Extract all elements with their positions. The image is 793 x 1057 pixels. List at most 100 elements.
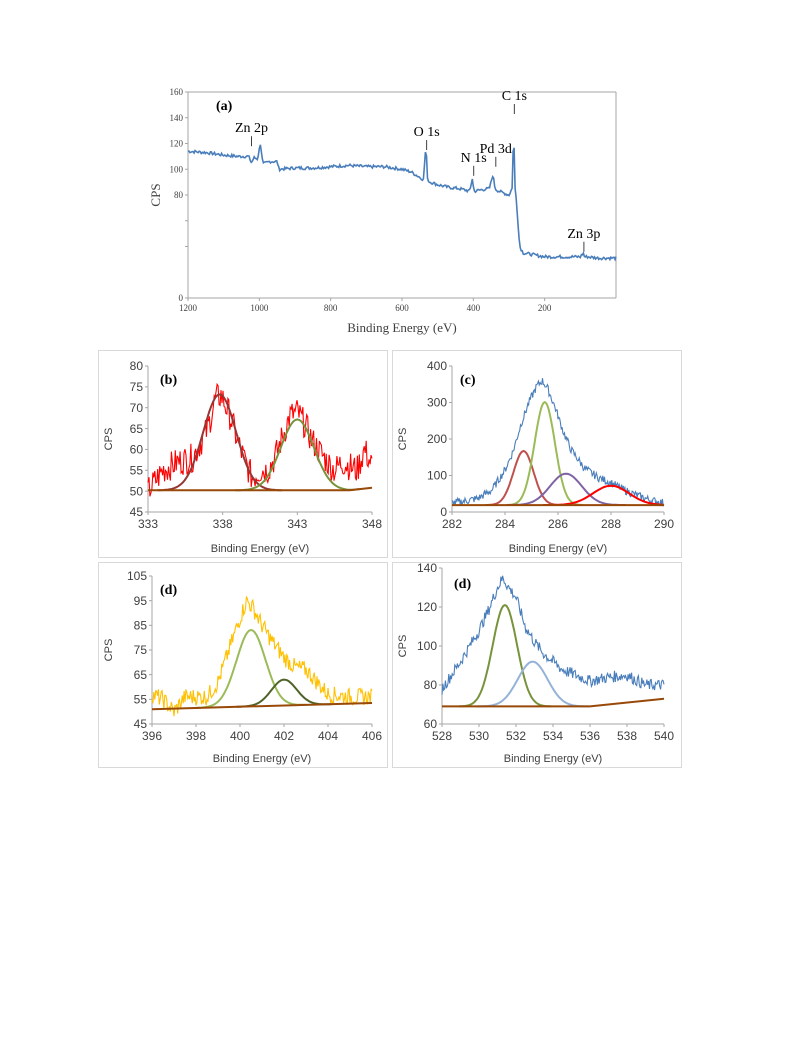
x-tick-label: 800 [324, 303, 338, 313]
fit-peak-1 [458, 603, 551, 708]
x-tick-label: 532 [506, 729, 526, 743]
fit-peak-2 [506, 400, 583, 506]
panel-label: (b) [160, 373, 177, 388]
panel-frame [98, 562, 388, 768]
x-tick-label: 333 [138, 517, 158, 531]
y-axis-title: CPS [397, 635, 409, 658]
x-tick-label: 528 [432, 729, 452, 743]
x-axis-title: Binding Energy (eV) [504, 753, 602, 765]
x-tick-label: 540 [654, 729, 674, 743]
y-tick-label: 160 [170, 87, 184, 97]
data-trace [451, 378, 665, 507]
fit-peak-1 [485, 449, 562, 506]
o1s-svg: 60 80 100 120 140 528 530 532 534 536 538 540 Bindin… [392, 561, 682, 768]
x-tick-label: 343 [287, 517, 307, 531]
x-axis-title: Binding Energy (eV) [213, 753, 311, 765]
x-tick-label: 1200 [179, 303, 198, 313]
x-axis-title: Binding Energy (eV) [211, 543, 309, 555]
y-axis-title: CPS [103, 639, 115, 662]
survey-scan-chart: 040608010012014016012001000800600400200B… [148, 87, 620, 338]
peak-annotation: N 1s [461, 151, 487, 166]
y-tick-label: 140 [170, 113, 184, 123]
x-tick-label: 284 [495, 517, 515, 531]
data-trace [151, 596, 373, 717]
background-line [442, 697, 665, 708]
x-tick-label: 400 [230, 729, 250, 743]
y-tick-label: 60 [424, 717, 438, 731]
panel-frame [392, 562, 682, 768]
background-line [148, 486, 373, 492]
x-tick-label: 536 [580, 729, 600, 743]
fit-peak-1 [196, 628, 306, 709]
y-tick-label: 120 [170, 139, 184, 149]
n1s-chart: 45 55 65 75 85 95 105 396 398 400 402 404 406 Binding… [98, 562, 388, 768]
x-tick-label: 286 [548, 517, 568, 531]
pd3d-chart: 45 50 55 60 65 70 75 80 333 338 343 348 Binding Ener… [98, 350, 388, 558]
peak-annotation: Pd 3d [480, 142, 512, 157]
x-tick-label: 406 [362, 729, 382, 743]
panel-label: (d) [160, 583, 177, 598]
c1s-chart: 0 100 200 300 400 282 284 286 288 290 Binding Ener… [392, 350, 682, 558]
y-tick-label: 120 [417, 600, 437, 614]
x-tick-label: 600 [395, 303, 409, 313]
fit-peak-2 [235, 418, 360, 492]
y-axis-title: CPS [148, 183, 163, 206]
fit-peak-2 [236, 678, 332, 708]
y-tick-label: 75 [130, 380, 144, 394]
y-tick-label: 45 [134, 717, 148, 731]
y-axis-title: CPS [397, 428, 409, 451]
background-line [151, 702, 373, 711]
x-tick-label: 288 [601, 517, 621, 531]
y-tick-label: 55 [134, 693, 148, 707]
y-tick-label: 80 [130, 359, 144, 373]
x-tick-label: 282 [442, 517, 462, 531]
fit-peak-2 [476, 660, 589, 708]
survey-scan-svg: 040608010012014016012001000800600400200B… [148, 87, 617, 335]
o1s-chart: 60 80 100 120 140 528 530 532 534 536 538 540 Bindin… [392, 561, 682, 768]
y-tick-label: 140 [417, 561, 437, 575]
y-tick-label: 60 [130, 443, 144, 457]
fit-peak-3 [506, 472, 626, 506]
x-tick-label: 404 [318, 729, 338, 743]
y-tick-label: 80 [174, 190, 184, 200]
x-tick-label: 338 [213, 517, 233, 531]
n1s-svg: 45 55 65 75 85 95 105 396 398 400 402 404 406 Binding… [98, 562, 388, 768]
x-tick-label: 348 [362, 517, 382, 531]
y-tick-label: 100 [427, 469, 447, 483]
y-tick-label: 0 [440, 505, 447, 519]
panel-label: (d) [454, 577, 471, 592]
panel-label: (c) [460, 373, 476, 388]
x-tick-label: 290 [654, 517, 674, 531]
y-tick-label: 100 [170, 164, 184, 174]
y-tick-label: 100 [417, 639, 437, 653]
fit-peak-1 [157, 393, 282, 492]
peak-annotation: C 1s [502, 89, 527, 104]
x-tick-label: 530 [469, 729, 489, 743]
data-trace [441, 575, 665, 695]
y-tick-label: 65 [134, 668, 148, 682]
pd3d-svg: 45 50 55 60 65 70 75 80 333 338 343 348 Binding Ener… [98, 350, 388, 558]
y-tick-label: 75 [134, 643, 148, 657]
x-tick-label: 534 [543, 729, 563, 743]
y-tick-label: 65 [130, 422, 144, 436]
x-tick-label: 1000 [250, 303, 269, 313]
y-tick-label: 200 [427, 432, 447, 446]
x-tick-label: 396 [142, 729, 162, 743]
y-tick-label: 70 [130, 401, 144, 415]
y-tick-label: 105 [127, 569, 147, 583]
data-trace [147, 382, 373, 497]
y-tick-label: 95 [134, 594, 148, 608]
y-tick-label: 50 [130, 484, 144, 498]
c1s-svg: 0 100 200 300 400 282 284 286 288 290 Binding Ener… [392, 350, 682, 558]
x-tick-label: 538 [617, 729, 637, 743]
x-tick-label: 400 [467, 303, 481, 313]
x-tick-label: 200 [538, 303, 552, 313]
peak-annotation: O 1s [414, 125, 440, 140]
x-tick-label: 402 [274, 729, 294, 743]
y-tick-label: 300 [427, 396, 447, 410]
y-axis-title: CPS [103, 428, 115, 451]
y-tick-label: 400 [427, 359, 447, 373]
peak-annotation: Zn 2p [235, 121, 268, 136]
y-tick-label: 80 [424, 678, 438, 692]
x-axis-title: Binding Energy (eV) [347, 320, 457, 335]
